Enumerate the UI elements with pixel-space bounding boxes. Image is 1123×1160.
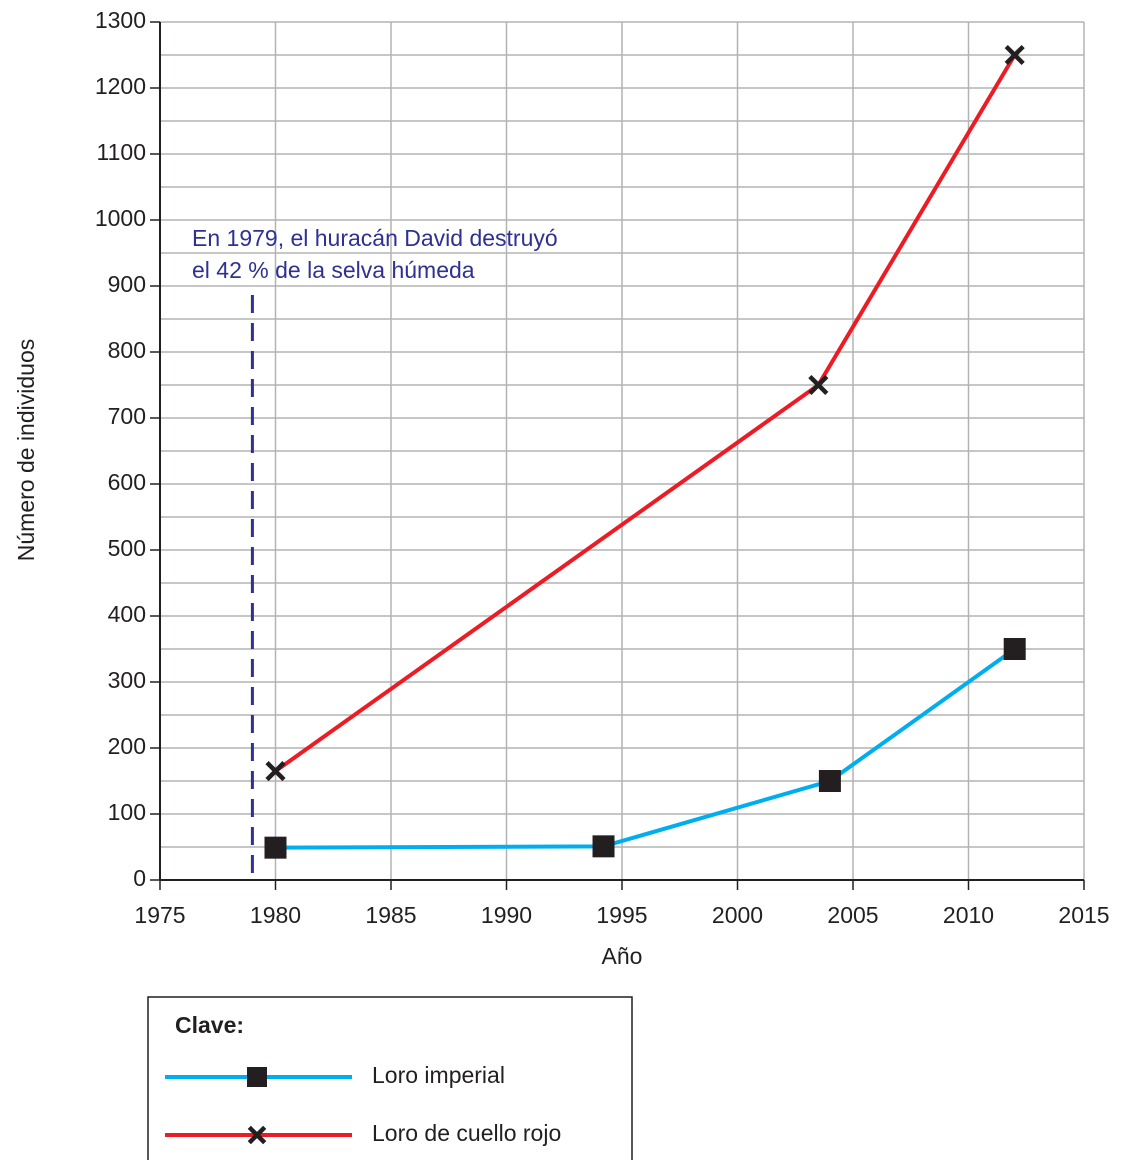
y-tick-label: 400 — [108, 601, 146, 627]
marker — [247, 1067, 267, 1087]
x-tick-label: 2015 — [1058, 902, 1109, 928]
x-tick-label: 2000 — [712, 902, 763, 928]
legend-label: Loro de cuello rojo — [372, 1120, 561, 1146]
x-tick-label: 1980 — [250, 902, 301, 928]
marker — [1003, 638, 1026, 660]
annotation-text: En 1979, el huracán David destruyó — [192, 225, 558, 251]
marker — [818, 770, 841, 792]
x-tick-label: 1975 — [134, 902, 185, 928]
y-tick-label: 1000 — [95, 205, 146, 231]
legend-title: Clave: — [175, 1012, 244, 1038]
y-tick-label: 900 — [108, 271, 146, 297]
y-tick-label: 100 — [108, 799, 146, 825]
x-tick-label: 1985 — [365, 902, 416, 928]
legend-label: Loro imperial — [372, 1062, 505, 1088]
series-line — [275, 647, 1016, 850]
marker — [265, 761, 286, 782]
y-tick-label: 300 — [108, 667, 146, 693]
series-line — [274, 53, 1017, 773]
x-tick-label: 1995 — [596, 902, 647, 928]
y-axis-label: Número de individuos — [13, 339, 39, 561]
x-axis-label: Año — [602, 943, 643, 969]
marker — [592, 835, 615, 858]
y-tick-label: 800 — [108, 337, 146, 363]
y-tick-label: 600 — [108, 469, 146, 495]
x-tick-label: 1990 — [481, 902, 532, 928]
y-tick-label: 1200 — [95, 73, 146, 99]
marker — [808, 374, 829, 396]
y-tick-label: 700 — [108, 403, 146, 429]
y-tick-label: 1100 — [97, 139, 146, 165]
y-tick-label: 500 — [108, 535, 146, 561]
x-tick-label: 2005 — [827, 902, 878, 928]
marker — [264, 836, 287, 859]
marker — [247, 1125, 267, 1145]
y-tick-label: 0 — [133, 865, 146, 891]
marker — [1004, 44, 1025, 66]
y-tick-label: 200 — [108, 733, 146, 759]
x-tick-label: 2010 — [943, 902, 994, 928]
y-tick-label: 1300 — [95, 7, 146, 33]
annotation-text: el 42 % de la selva húmeda — [192, 257, 475, 283]
